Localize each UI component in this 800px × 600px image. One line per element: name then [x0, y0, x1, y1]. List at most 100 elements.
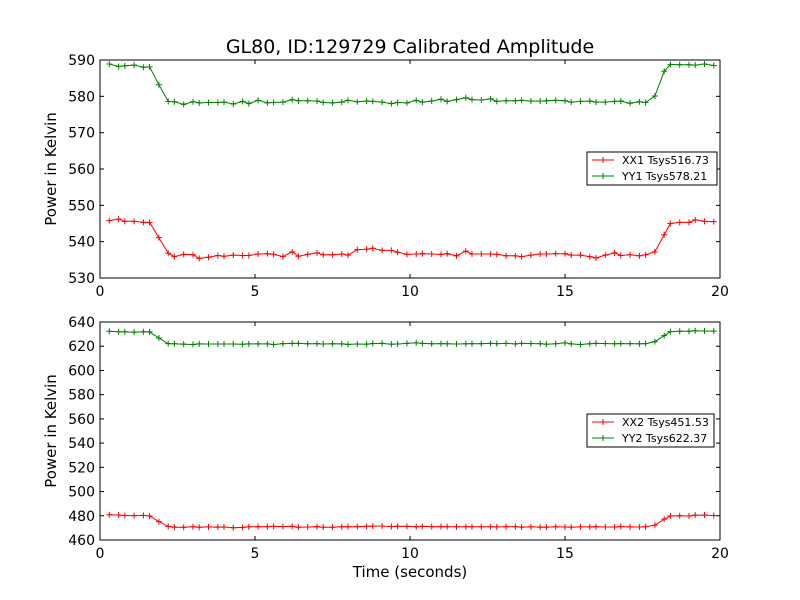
- data-point: [121, 328, 128, 335]
- legend-label: YY2 Tsys622.37: [621, 432, 707, 445]
- data-point: [394, 523, 401, 530]
- data-point: [552, 340, 559, 347]
- data-point: [363, 98, 370, 105]
- data-point: [518, 524, 525, 531]
- data-point: [320, 524, 327, 531]
- data-point: [676, 219, 683, 226]
- data-point: [115, 328, 122, 335]
- data-point: [636, 524, 643, 531]
- data-point: [636, 252, 643, 259]
- data-point: [320, 341, 327, 348]
- data-point: [627, 523, 634, 530]
- data-point: [354, 341, 361, 348]
- data-point: [428, 98, 435, 105]
- data-point: [264, 250, 271, 257]
- data-point: [379, 247, 386, 254]
- y-axis-label: Power in Kelvin: [42, 112, 60, 226]
- data-point: [701, 218, 708, 225]
- data-point: [289, 96, 296, 103]
- data-point: [487, 523, 494, 530]
- data-point: [239, 341, 246, 348]
- data-point: [469, 523, 475, 530]
- data-point: [568, 524, 575, 531]
- y-tick-label: 550: [68, 198, 95, 214]
- data-point: [692, 512, 699, 519]
- data-point: [593, 99, 599, 106]
- data-point: [444, 98, 451, 105]
- y-tick-label: 590: [68, 53, 95, 69]
- data-point: [354, 246, 361, 253]
- data-point: [165, 340, 172, 347]
- data-point: [503, 97, 510, 104]
- data-point: [453, 252, 460, 259]
- data-point: [403, 523, 410, 530]
- data-point: [394, 341, 401, 348]
- data-point: [692, 327, 699, 334]
- data-point: [338, 523, 345, 530]
- data-point: [165, 98, 172, 105]
- data-point: [462, 248, 469, 255]
- data-point: [667, 220, 674, 227]
- data-point: [180, 524, 187, 531]
- data-point: [453, 341, 460, 348]
- data-point: [314, 98, 320, 105]
- data-point: [577, 523, 584, 530]
- data-point: [270, 341, 277, 348]
- data-point: [602, 252, 609, 259]
- data-point: [428, 523, 435, 530]
- data-point: [518, 340, 525, 347]
- data-point: [338, 340, 345, 347]
- data-point: [190, 523, 196, 530]
- data-point: [221, 253, 227, 260]
- data-point: [543, 341, 550, 348]
- data-point: [503, 340, 510, 347]
- legend-box: [586, 151, 718, 186]
- data-point: [701, 60, 708, 67]
- data-point: [255, 340, 262, 347]
- data-point: [469, 96, 475, 103]
- data-point: [403, 99, 410, 106]
- data-point: [562, 97, 568, 104]
- data-point: [289, 248, 296, 255]
- data-point: [651, 522, 658, 529]
- data-point: [106, 60, 113, 67]
- data-point: [478, 340, 485, 347]
- data-point: [487, 251, 494, 258]
- data-point: [642, 99, 649, 106]
- data-point: [642, 340, 649, 347]
- data-point: [701, 327, 708, 334]
- data-point: [413, 339, 420, 346]
- data-point: [295, 253, 302, 260]
- data-point: [295, 524, 302, 531]
- data-point: [568, 252, 575, 259]
- data-point: [155, 518, 162, 525]
- data-point: [543, 97, 550, 104]
- data-point: [710, 328, 717, 335]
- data-point: [586, 253, 593, 260]
- y-tick-label: 480: [68, 509, 95, 525]
- data-point: [602, 524, 609, 531]
- data-point: [577, 252, 584, 259]
- data-point: [686, 61, 692, 68]
- x-tick-label: 0: [96, 284, 105, 300]
- data-point: [453, 96, 460, 103]
- data-point: [651, 338, 658, 345]
- data-point: [304, 97, 311, 104]
- data-point: [304, 251, 311, 258]
- legend: XX2 Tsys451.53 YY2 Tsys622.37: [586, 413, 715, 448]
- data-point: [527, 98, 534, 105]
- data-point: [543, 251, 550, 258]
- data-point: [388, 100, 395, 107]
- data-point: [221, 524, 227, 531]
- data-point: [428, 340, 435, 347]
- data-point: [255, 251, 262, 258]
- y-tick-label: 640: [68, 315, 95, 331]
- data-point: [279, 99, 286, 106]
- y-tick-label: 540: [68, 436, 95, 452]
- data-point: [537, 98, 544, 105]
- data-point: [686, 513, 692, 520]
- y-tick-label: 540: [68, 235, 95, 251]
- data-point: [131, 218, 138, 225]
- data-point: [586, 523, 593, 530]
- y-axis-label: Power in Kelvin: [42, 374, 60, 488]
